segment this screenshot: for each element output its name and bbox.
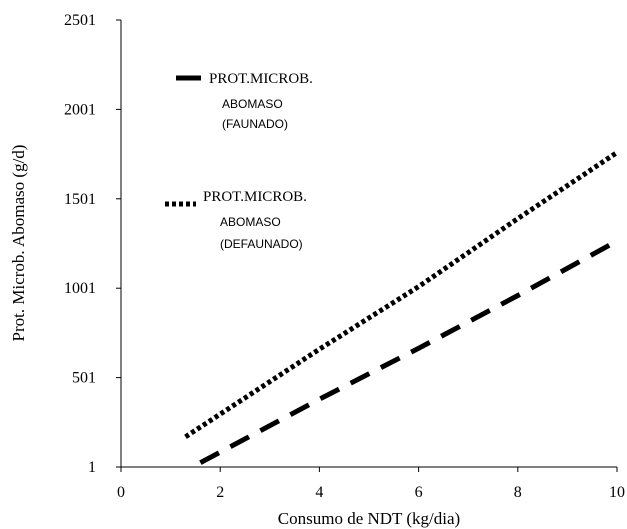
y-tick-label: 1501	[64, 191, 96, 208]
series-layer	[184, 150, 619, 465]
x-tick-label: 4	[315, 484, 323, 501]
y-tick-label: 1	[88, 459, 96, 476]
legend-label: (DEFAUNADO)	[220, 237, 303, 251]
y-tick-label: 2001	[64, 101, 96, 118]
axes	[120, 20, 617, 468]
legend-label: PROT.MICROB.	[203, 189, 307, 205]
legend: PROT.MICROB. ABOMASO (FAUNADO) PROT.MICROB.…	[165, 71, 313, 251]
x-tick-label: 6	[415, 484, 423, 501]
x-axis-title: Consumo de NDT (kg/dia)	[278, 509, 460, 528]
series-line-faunado	[199, 238, 619, 465]
x-tick-label: 2	[216, 484, 224, 501]
y-tick-label: 2501	[64, 12, 96, 29]
x-tick-label: 10	[609, 484, 625, 501]
y-tick-label: 1001	[64, 280, 96, 297]
series-line-defaunado	[184, 150, 619, 439]
x-tick-label: 8	[514, 484, 522, 501]
legend-label: ABOMASO	[220, 215, 281, 229]
legend-label: PROT.MICROB.	[209, 71, 313, 87]
y-axis-title: Prot. Microb. Abomaso (g/d)	[9, 145, 28, 342]
legend-label: (FAUNADO)	[222, 117, 288, 131]
y-tick-label: 501	[72, 370, 96, 387]
x-ticks: 0 2 4 6 8 10	[117, 467, 625, 501]
x-tick-label: 0	[117, 484, 125, 501]
legend-label: ABOMASO	[222, 97, 283, 111]
